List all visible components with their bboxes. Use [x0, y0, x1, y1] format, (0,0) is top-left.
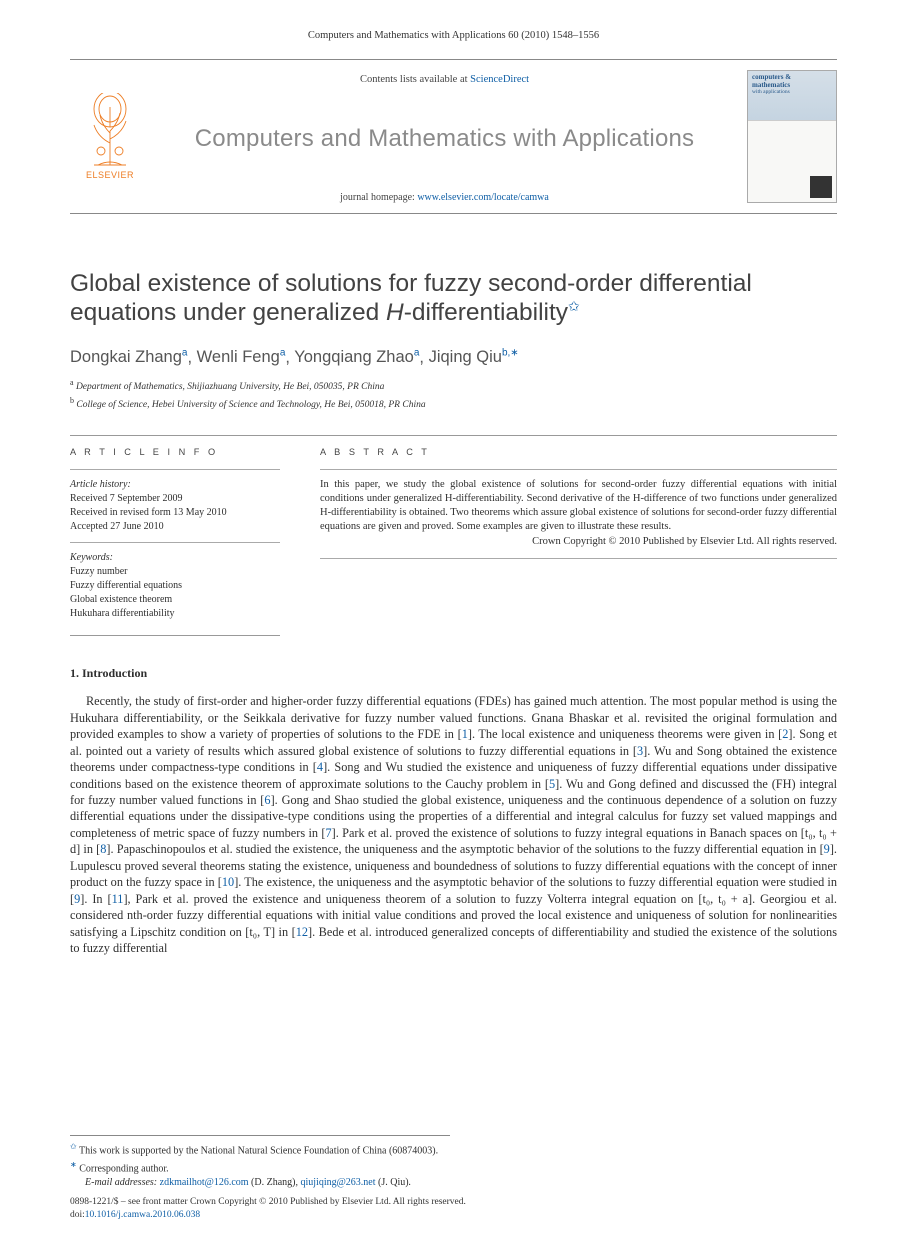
- aff-text: Department of Mathematics, Shijiazhuang …: [76, 383, 384, 393]
- cover-line2: mathematics: [752, 82, 832, 90]
- homepage-label: journal homepage:: [340, 192, 417, 203]
- keywords-heading: Keywords:: [70, 552, 113, 563]
- keyword-3: Global existence theorem: [70, 594, 172, 605]
- issn-line: 0898-1221/$ – see front matter Crown Cop…: [70, 1196, 837, 1209]
- author-name: Jiqing Qiu: [429, 348, 502, 366]
- author-aff-mark: a: [182, 348, 188, 359]
- title-text-2: -differentiability: [404, 300, 568, 327]
- ref-link-3[interactable]: 3: [637, 744, 643, 758]
- homepage-link[interactable]: www.elsevier.com/locate/camwa: [417, 192, 549, 203]
- sciencedirect-link[interactable]: ScienceDirect: [470, 74, 529, 85]
- footnote-text: Corresponding author.: [79, 1163, 168, 1174]
- doi-link[interactable]: 10.1016/j.camwa.2010.06.038: [85, 1210, 200, 1220]
- journal-banner: ELSEVIER Contents lists available at Sci…: [70, 59, 837, 214]
- author-name: Dongkai Zhang: [70, 348, 182, 366]
- email-who-2: (J. Qiu): [378, 1177, 409, 1188]
- author-1: Dongkai Zhanga: [70, 348, 187, 366]
- ref-link-6[interactable]: 6: [264, 793, 270, 807]
- abstract-column: A B S T R A C T In this paper, we study …: [320, 436, 837, 621]
- history-received: Received 7 September 2009: [70, 493, 182, 504]
- aff-mark: a: [70, 378, 74, 387]
- cover-line3: with applications: [752, 89, 832, 95]
- footnote-corresponding: ∗ Corresponding author.: [70, 1159, 450, 1176]
- elsevier-tree-icon: [80, 93, 140, 168]
- abstract-copyright: Crown Copyright © 2010 Published by Else…: [320, 535, 837, 549]
- ref-link-9[interactable]: 9: [74, 892, 80, 906]
- footnotes: ✩ This work is supported by the National…: [70, 1135, 450, 1190]
- ref-link-10[interactable]: 10: [222, 875, 234, 889]
- elsevier-wordmark: ELSEVIER: [86, 170, 134, 180]
- corresponding-mark: ,∗: [508, 348, 519, 359]
- article-title: Global existence of solutions for fuzzy …: [70, 269, 837, 328]
- contents-label: Contents lists available at: [360, 74, 470, 85]
- affiliation-b: b College of Science, Hebei University o…: [70, 395, 837, 413]
- introduction-paragraph: Recently, the study of first-order and h…: [70, 693, 837, 957]
- ref-link-7[interactable]: 7: [325, 826, 331, 840]
- footnote-mark: ∗: [70, 1160, 77, 1169]
- author-list: Dongkai Zhanga, Wenli Fenga, Yongqiang Z…: [70, 348, 837, 368]
- abstract-divider: [320, 469, 837, 470]
- info-divider-2: [70, 542, 280, 543]
- ref-link-12[interactable]: 12: [296, 925, 308, 939]
- author-aff-mark: a: [414, 348, 420, 359]
- doi-label: doi:: [70, 1210, 85, 1220]
- author-3: Yongqiang Zhaoa: [294, 348, 419, 366]
- running-head: Computers and Mathematics with Applicati…: [70, 0, 837, 59]
- article-info-column: A R T I C L E I N F O Article history: R…: [70, 436, 280, 621]
- abstract-divider-bottom: [320, 558, 837, 559]
- author-name: Yongqiang Zhao: [294, 348, 414, 366]
- author-name: Wenli Feng: [197, 348, 280, 366]
- doi-line: doi:10.1016/j.camwa.2010.06.038: [70, 1209, 837, 1222]
- footnote-text: This work is supported by the National N…: [79, 1146, 438, 1157]
- email-link-1[interactable]: zdkmailhot@126.com: [160, 1177, 249, 1188]
- affiliation-a: a Department of Mathematics, Shijiazhuan…: [70, 377, 837, 395]
- journal-cover-thumbnail: computers & mathematics with application…: [747, 70, 837, 203]
- keyword-1: Fuzzy number: [70, 566, 128, 577]
- cover-title-area: computers & mathematics with application…: [748, 71, 836, 121]
- author-aff-mark: a: [280, 348, 286, 359]
- abstract-label: A B S T R A C T: [320, 446, 837, 458]
- history-revised: Received in revised form 13 May 2010: [70, 507, 227, 518]
- journal-center: Contents lists available at ScienceDirec…: [150, 60, 739, 213]
- ref-link-9[interactable]: 9: [824, 842, 830, 856]
- meta-bottom-rule: [70, 635, 280, 636]
- abstract-text: In this paper, we study the global exist…: [320, 478, 837, 535]
- ref-link-8[interactable]: 8: [100, 842, 106, 856]
- section-1-heading: 1. Introduction: [70, 666, 837, 681]
- email-link-2[interactable]: qiujiqing@263.net: [300, 1177, 375, 1188]
- author-4: Jiqing Qiub,∗: [429, 348, 519, 366]
- history-heading: Article history:: [70, 479, 131, 490]
- title-footnote-mark: ✩: [568, 298, 580, 314]
- ref-link-5[interactable]: 5: [549, 777, 555, 791]
- ref-link-11[interactable]: 11: [112, 892, 124, 906]
- title-italic: H: [386, 300, 404, 327]
- ref-link-1[interactable]: 1: [462, 727, 468, 741]
- keyword-4: Hukuhara differentiability: [70, 608, 175, 619]
- cover-art: [748, 121, 836, 202]
- affiliations: a Department of Mathematics, Shijiazhuan…: [70, 377, 837, 413]
- journal-homepage: journal homepage: www.elsevier.com/locat…: [340, 192, 549, 203]
- author-2: Wenli Fenga: [197, 348, 286, 366]
- footnote-mark: ✩: [70, 1142, 77, 1151]
- aff-text: College of Science, Hebei University of …: [76, 401, 425, 411]
- email-who-1: (D. Zhang): [251, 1177, 295, 1188]
- article-info-label: A R T I C L E I N F O: [70, 446, 280, 459]
- aff-mark: b: [70, 396, 74, 405]
- info-divider: [70, 469, 280, 470]
- email-label: E-mail addresses:: [85, 1177, 157, 1188]
- elsevier-logo: ELSEVIER: [70, 60, 150, 213]
- keyword-2: Fuzzy differential equations: [70, 580, 182, 591]
- history-accepted: Accepted 27 June 2010: [70, 521, 164, 532]
- footnote-emails: E-mail addresses: zdkmailhot@126.com (D.…: [70, 1176, 450, 1190]
- bottom-copyright-block: 0898-1221/$ – see front matter Crown Cop…: [70, 1196, 837, 1222]
- contents-available: Contents lists available at ScienceDirec…: [360, 74, 529, 85]
- ref-link-4[interactable]: 4: [317, 760, 323, 774]
- footnote-funding: ✩ This work is supported by the National…: [70, 1141, 450, 1158]
- ref-link-2[interactable]: 2: [782, 727, 788, 741]
- journal-title: Computers and Mathematics with Applicati…: [195, 125, 695, 153]
